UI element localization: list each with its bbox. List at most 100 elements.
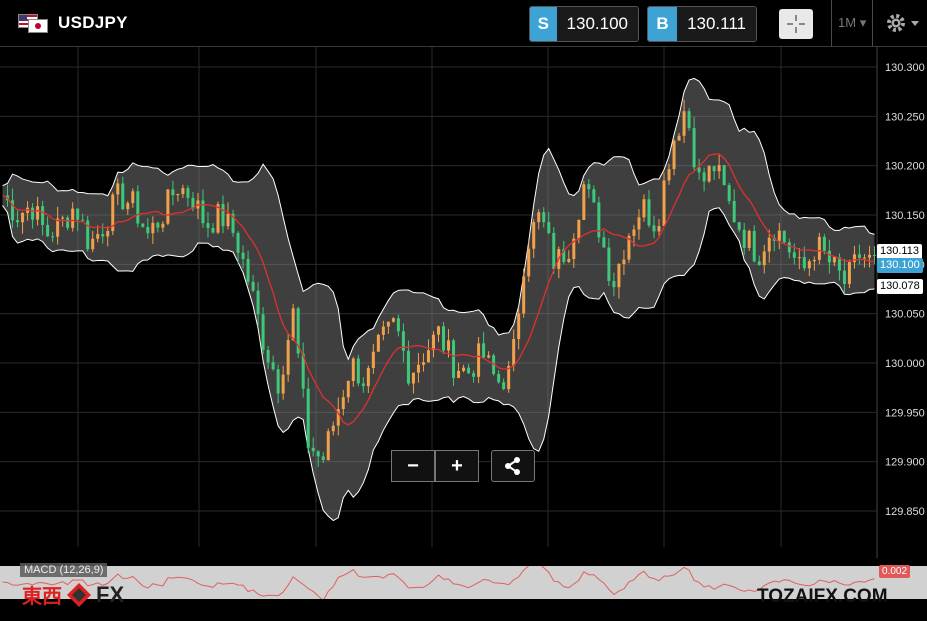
price-tick-label: 129.900 [885, 457, 925, 469]
candle-body [381, 326, 385, 335]
candle-body [477, 343, 481, 377]
candle-body [71, 208, 75, 228]
candle-body [331, 425, 335, 432]
share-button[interactable] [491, 450, 535, 482]
candle-body [597, 202, 601, 238]
sell-price: 130.100 [556, 7, 638, 41]
macd-label[interactable]: MACD (12,26,9) [20, 563, 108, 577]
candle-body [727, 185, 731, 202]
timeframe-value: 1M [838, 15, 857, 30]
current-bid-label: 130.100 [877, 258, 923, 273]
candle-body [241, 252, 245, 259]
buy-price: 130.111 [677, 7, 756, 41]
candle-body [442, 326, 446, 351]
candle-body [311, 447, 315, 452]
candle-body [96, 234, 100, 239]
price-tick-label: 130.250 [885, 111, 925, 123]
candle-body [321, 456, 325, 461]
candle-body [221, 204, 225, 227]
candle-body [131, 191, 135, 204]
candle-body [467, 367, 471, 374]
crosshair-button[interactable] [779, 9, 813, 39]
candle-body [16, 220, 20, 223]
candle-body [542, 212, 546, 223]
symbol-title[interactable]: USDJPY [58, 13, 128, 32]
sell-tag: S [530, 7, 557, 41]
candle-body [371, 351, 375, 369]
buy-button[interactable]: B 130.111 [647, 6, 757, 42]
candle-body [462, 367, 466, 371]
candle-body [512, 339, 516, 366]
candle-body [792, 252, 796, 258]
candle-body [842, 270, 846, 284]
candle-body [682, 111, 686, 136]
candle-body [56, 218, 60, 237]
candle-body [762, 251, 766, 266]
top-toolbar: USDJPY S 130.100 B 130.111 1M ▾ [0, 0, 927, 47]
candle-body [692, 128, 696, 168]
candle-body [782, 230, 786, 243]
zoom-in-button[interactable]: + [435, 450, 479, 482]
candle-body [537, 212, 541, 223]
candle-body [627, 235, 631, 260]
candle-body [401, 331, 405, 351]
candle-body [286, 340, 290, 375]
candle-body [361, 383, 365, 387]
candle-body [527, 248, 531, 277]
candle-body [206, 223, 210, 228]
candle-body [852, 254, 856, 263]
candle-body [121, 183, 125, 210]
divider [872, 0, 873, 46]
candle-body [867, 254, 871, 258]
candle-body [66, 217, 70, 228]
candle-body [607, 247, 611, 281]
candle-body [687, 111, 691, 129]
candle-body [602, 237, 606, 248]
tozai-fx-logo: 東西 FX [22, 580, 124, 609]
chevron-down-icon: ▾ [859, 15, 867, 30]
timeframe-select[interactable]: 1M ▾ [838, 15, 866, 31]
candle-body [787, 242, 791, 253]
price-tick-label: 130.200 [885, 161, 925, 173]
candle-body [81, 219, 85, 221]
candle-body [492, 355, 496, 375]
settings-button[interactable] [885, 11, 919, 40]
chart-grid [0, 47, 878, 558]
candle-body [572, 238, 576, 259]
macd-overlay [0, 561, 927, 602]
candle-body [406, 350, 410, 384]
moving-average-line [2, 153, 875, 426]
candle-body [21, 212, 25, 223]
candle-body [747, 230, 751, 248]
current-high-label: 130.113 [877, 244, 922, 259]
candle-body [857, 254, 861, 258]
candle-body [76, 208, 80, 220]
candle-body [722, 165, 726, 186]
candle-body [431, 334, 435, 351]
zoom-out-button[interactable]: − [391, 450, 435, 482]
candle-body [391, 318, 395, 322]
candle-body [677, 135, 681, 141]
candle-body [111, 194, 115, 232]
candle-body [702, 172, 706, 182]
candle-body [11, 200, 15, 221]
candle-body [802, 257, 806, 269]
price-tick-label: 130.000 [885, 358, 925, 370]
sell-button[interactable]: S 130.100 [529, 6, 639, 42]
candle-body [732, 201, 736, 223]
price-tick-label: 129.850 [885, 506, 925, 518]
candle-body [231, 213, 235, 233]
logo-jp-text: 東西 [22, 584, 62, 608]
candle-body [737, 222, 741, 230]
candle-body [181, 188, 185, 194]
candle-body [426, 350, 430, 363]
candle-body [697, 167, 701, 173]
current-low-label: 130.078 [877, 279, 923, 294]
candle-body [291, 308, 295, 341]
candle-body [552, 232, 556, 269]
candle-body [351, 358, 355, 382]
candle-body [632, 229, 636, 236]
candle-body [256, 290, 260, 315]
candle-body [261, 314, 265, 350]
price-chart[interactable]: 130.300 130.250 130.200 130.150 130.100 130.0… [0, 47, 927, 558]
